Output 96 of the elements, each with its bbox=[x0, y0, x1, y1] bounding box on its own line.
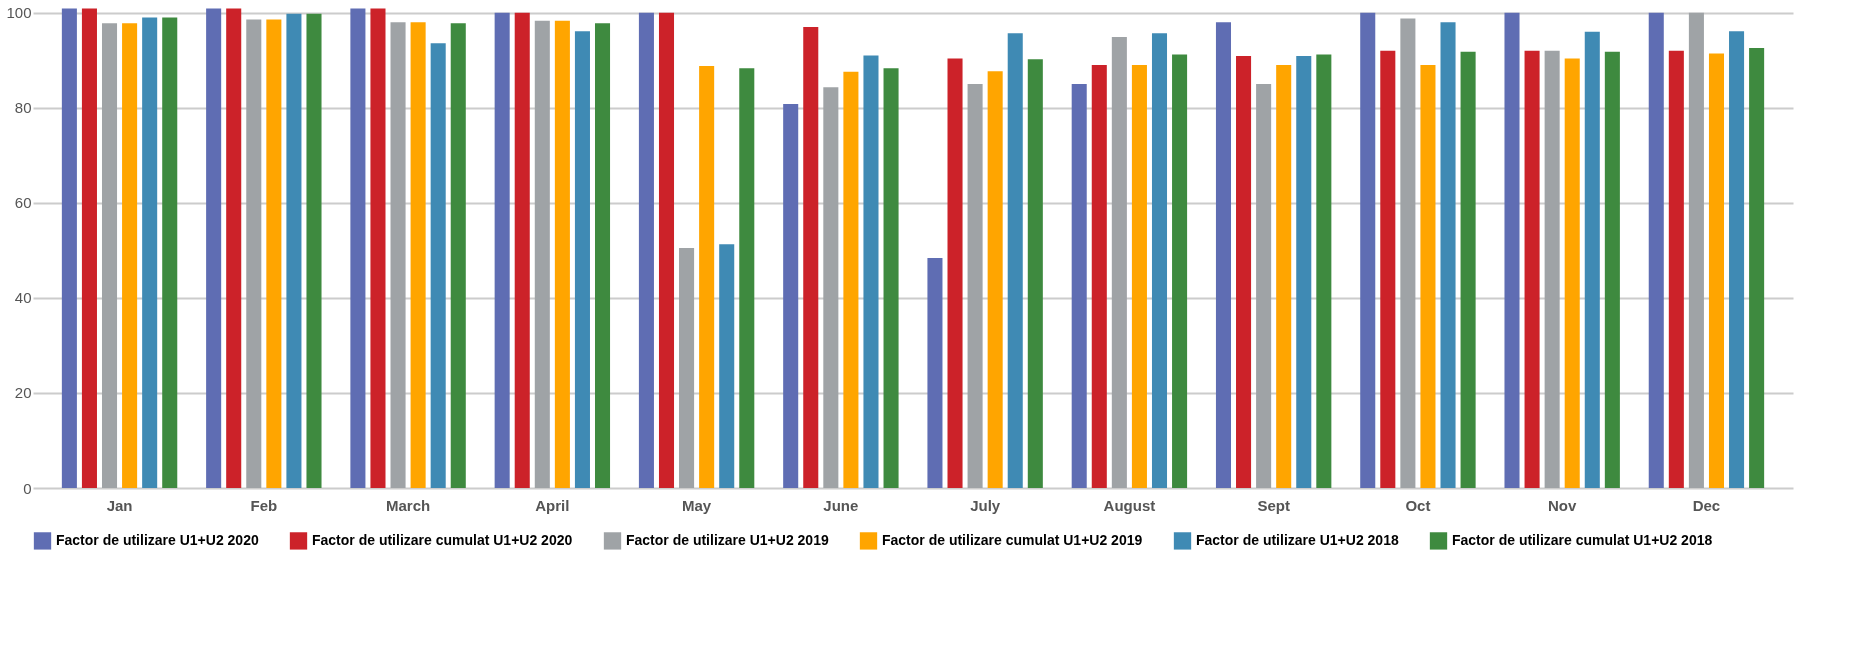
bar bbox=[1460, 51, 1476, 488]
legend-label: Factor de utilizare U1+U2 2019 bbox=[626, 531, 829, 548]
bar bbox=[1296, 56, 1312, 488]
bar bbox=[206, 8, 222, 488]
bar bbox=[1316, 54, 1332, 488]
x-tick-label: June bbox=[823, 496, 859, 514]
bar bbox=[1276, 65, 1292, 488]
bar bbox=[658, 12, 675, 488]
x-tick-label: August bbox=[1103, 496, 1156, 514]
bar bbox=[1504, 12, 1520, 488]
bar bbox=[1420, 65, 1436, 488]
bar bbox=[1007, 33, 1023, 488]
x-tick-label: May bbox=[682, 496, 712, 514]
bar bbox=[1215, 22, 1231, 488]
legend-label: Factor de utilizare cumulat U1+U2 2020 bbox=[312, 531, 573, 548]
bar bbox=[246, 19, 262, 488]
bar bbox=[1091, 65, 1107, 488]
bar bbox=[226, 8, 242, 488]
bar bbox=[1111, 36, 1127, 488]
bar bbox=[1648, 12, 1664, 488]
bar bbox=[1749, 47, 1765, 488]
bar bbox=[514, 12, 530, 488]
bar bbox=[699, 65, 715, 488]
bar bbox=[266, 19, 282, 488]
bar bbox=[1524, 50, 1540, 488]
bar bbox=[1071, 84, 1087, 488]
bar bbox=[1544, 50, 1560, 488]
bar bbox=[1151, 33, 1168, 488]
x-tick-label: March bbox=[385, 496, 431, 514]
bar bbox=[883, 68, 899, 488]
y-tick-label: 60 bbox=[14, 194, 32, 212]
bar bbox=[494, 12, 510, 488]
bar bbox=[1400, 18, 1416, 488]
bar bbox=[783, 104, 799, 488]
bar bbox=[450, 23, 466, 488]
bar bbox=[286, 13, 302, 488]
bar bbox=[574, 31, 590, 488]
bar bbox=[967, 84, 983, 488]
bar bbox=[1668, 50, 1684, 488]
bar bbox=[1172, 54, 1188, 488]
bar bbox=[719, 244, 735, 488]
bar bbox=[1380, 50, 1396, 488]
bar bbox=[410, 22, 426, 488]
x-tick-label: July bbox=[970, 496, 1001, 514]
bar bbox=[803, 27, 819, 488]
bar bbox=[142, 17, 158, 488]
y-tick-label: 80 bbox=[14, 99, 32, 117]
bar bbox=[122, 23, 138, 488]
x-tick-label: Jan bbox=[106, 496, 133, 514]
bar bbox=[595, 23, 611, 488]
bar bbox=[1131, 65, 1147, 488]
bar bbox=[679, 248, 695, 488]
x-tick-label: April bbox=[535, 496, 570, 514]
bar bbox=[987, 71, 1003, 488]
legend-label: Factor de utilizare cumulat U1+U2 2018 bbox=[1452, 531, 1713, 548]
x-tick-label: Oct bbox=[1405, 496, 1431, 514]
bar bbox=[370, 8, 386, 488]
legend-label: Factor de utilizare U1+U2 2020 bbox=[56, 531, 259, 548]
y-tick-label: 100 bbox=[6, 4, 32, 22]
bar bbox=[430, 43, 446, 488]
bar bbox=[1440, 22, 1456, 488]
bar bbox=[1584, 31, 1600, 488]
bar bbox=[823, 87, 839, 488]
bar bbox=[739, 68, 755, 488]
legend-label: Factor de utilizare U1+U2 2018 bbox=[1196, 531, 1399, 548]
bar bbox=[554, 20, 570, 488]
bar bbox=[1027, 59, 1043, 488]
x-tick-label: Sept bbox=[1257, 496, 1290, 514]
bar bbox=[843, 71, 859, 488]
bar bbox=[638, 12, 654, 488]
bar bbox=[1564, 58, 1580, 488]
x-tick-label: Feb bbox=[250, 496, 278, 514]
bar bbox=[102, 23, 118, 488]
legend-label: Factor de utilizare cumulat U1+U2 2019 bbox=[882, 531, 1143, 548]
bar bbox=[306, 13, 322, 488]
bar bbox=[863, 55, 879, 488]
bar bbox=[947, 58, 963, 488]
bar bbox=[1256, 84, 1272, 488]
bar bbox=[1688, 12, 1704, 488]
bar bbox=[61, 8, 77, 488]
y-tick-label: 0 bbox=[23, 479, 32, 497]
bar bbox=[1708, 53, 1724, 488]
y-tick-label: 20 bbox=[14, 384, 32, 402]
x-tick-label: Dec bbox=[1692, 496, 1721, 514]
bar bbox=[927, 257, 943, 488]
y-tick-label: 40 bbox=[14, 289, 32, 307]
bar bbox=[1360, 12, 1376, 488]
x-tick-label: Nov bbox=[1548, 496, 1577, 514]
bar bbox=[1604, 51, 1620, 488]
bar bbox=[1236, 56, 1252, 488]
bar bbox=[390, 22, 406, 488]
bar bbox=[162, 17, 178, 488]
bar bbox=[534, 20, 550, 488]
bar bbox=[81, 8, 97, 488]
bar bbox=[350, 8, 366, 488]
bar bbox=[1729, 31, 1745, 488]
